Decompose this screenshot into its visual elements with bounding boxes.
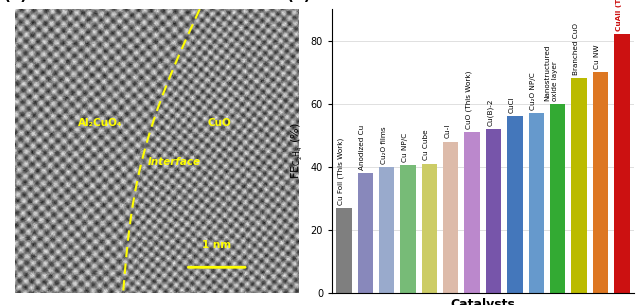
Text: CuO (This Work): CuO (This Work) <box>466 70 472 129</box>
Text: Cu Foil (This Work): Cu Foil (This Work) <box>337 137 344 205</box>
Bar <box>529 113 544 293</box>
Text: Anodized Cu: Anodized Cu <box>359 125 365 170</box>
Text: Al₂CuO₄: Al₂CuO₄ <box>78 118 123 127</box>
Bar <box>358 173 373 293</box>
Bar <box>422 163 437 293</box>
Text: CuCl: CuCl <box>509 96 515 113</box>
Text: Cu NW: Cu NW <box>595 45 600 69</box>
Text: Cu NP/C: Cu NP/C <box>402 133 408 162</box>
X-axis label: Catalysts: Catalysts <box>451 298 515 305</box>
Text: Cu Cube: Cu Cube <box>424 130 429 160</box>
Text: CuO: CuO <box>208 118 232 127</box>
Bar <box>508 116 523 293</box>
Bar <box>572 78 587 293</box>
Text: Cu₂O films: Cu₂O films <box>381 126 387 163</box>
Text: Nanostructured
oxide layer: Nanostructured oxide layer <box>545 44 557 101</box>
Bar <box>486 129 501 293</box>
Bar <box>593 72 608 293</box>
Text: CuAlI (This Work): CuAlI (This Work) <box>616 0 622 31</box>
Bar <box>400 165 415 293</box>
Bar <box>550 104 565 293</box>
Text: Cu(B)-2: Cu(B)-2 <box>487 98 493 126</box>
Y-axis label: FE$_{\mathregular{C_{2}H_{4}}}$ (%): FE$_{\mathregular{C_{2}H_{4}}}$ (%) <box>290 123 305 179</box>
Text: (a): (a) <box>4 0 28 3</box>
Text: Cu-I: Cu-I <box>445 124 451 138</box>
Text: (b): (b) <box>287 0 312 3</box>
Bar <box>614 34 630 293</box>
Text: Cu₂O NP/C: Cu₂O NP/C <box>531 72 536 110</box>
Bar <box>465 132 480 293</box>
Text: Branched CuO: Branched CuO <box>573 23 579 75</box>
Bar <box>379 167 394 293</box>
Bar <box>443 142 458 293</box>
Bar <box>336 208 351 293</box>
Text: Interface: Interface <box>148 157 201 167</box>
Text: 1 nm: 1 nm <box>202 240 231 250</box>
